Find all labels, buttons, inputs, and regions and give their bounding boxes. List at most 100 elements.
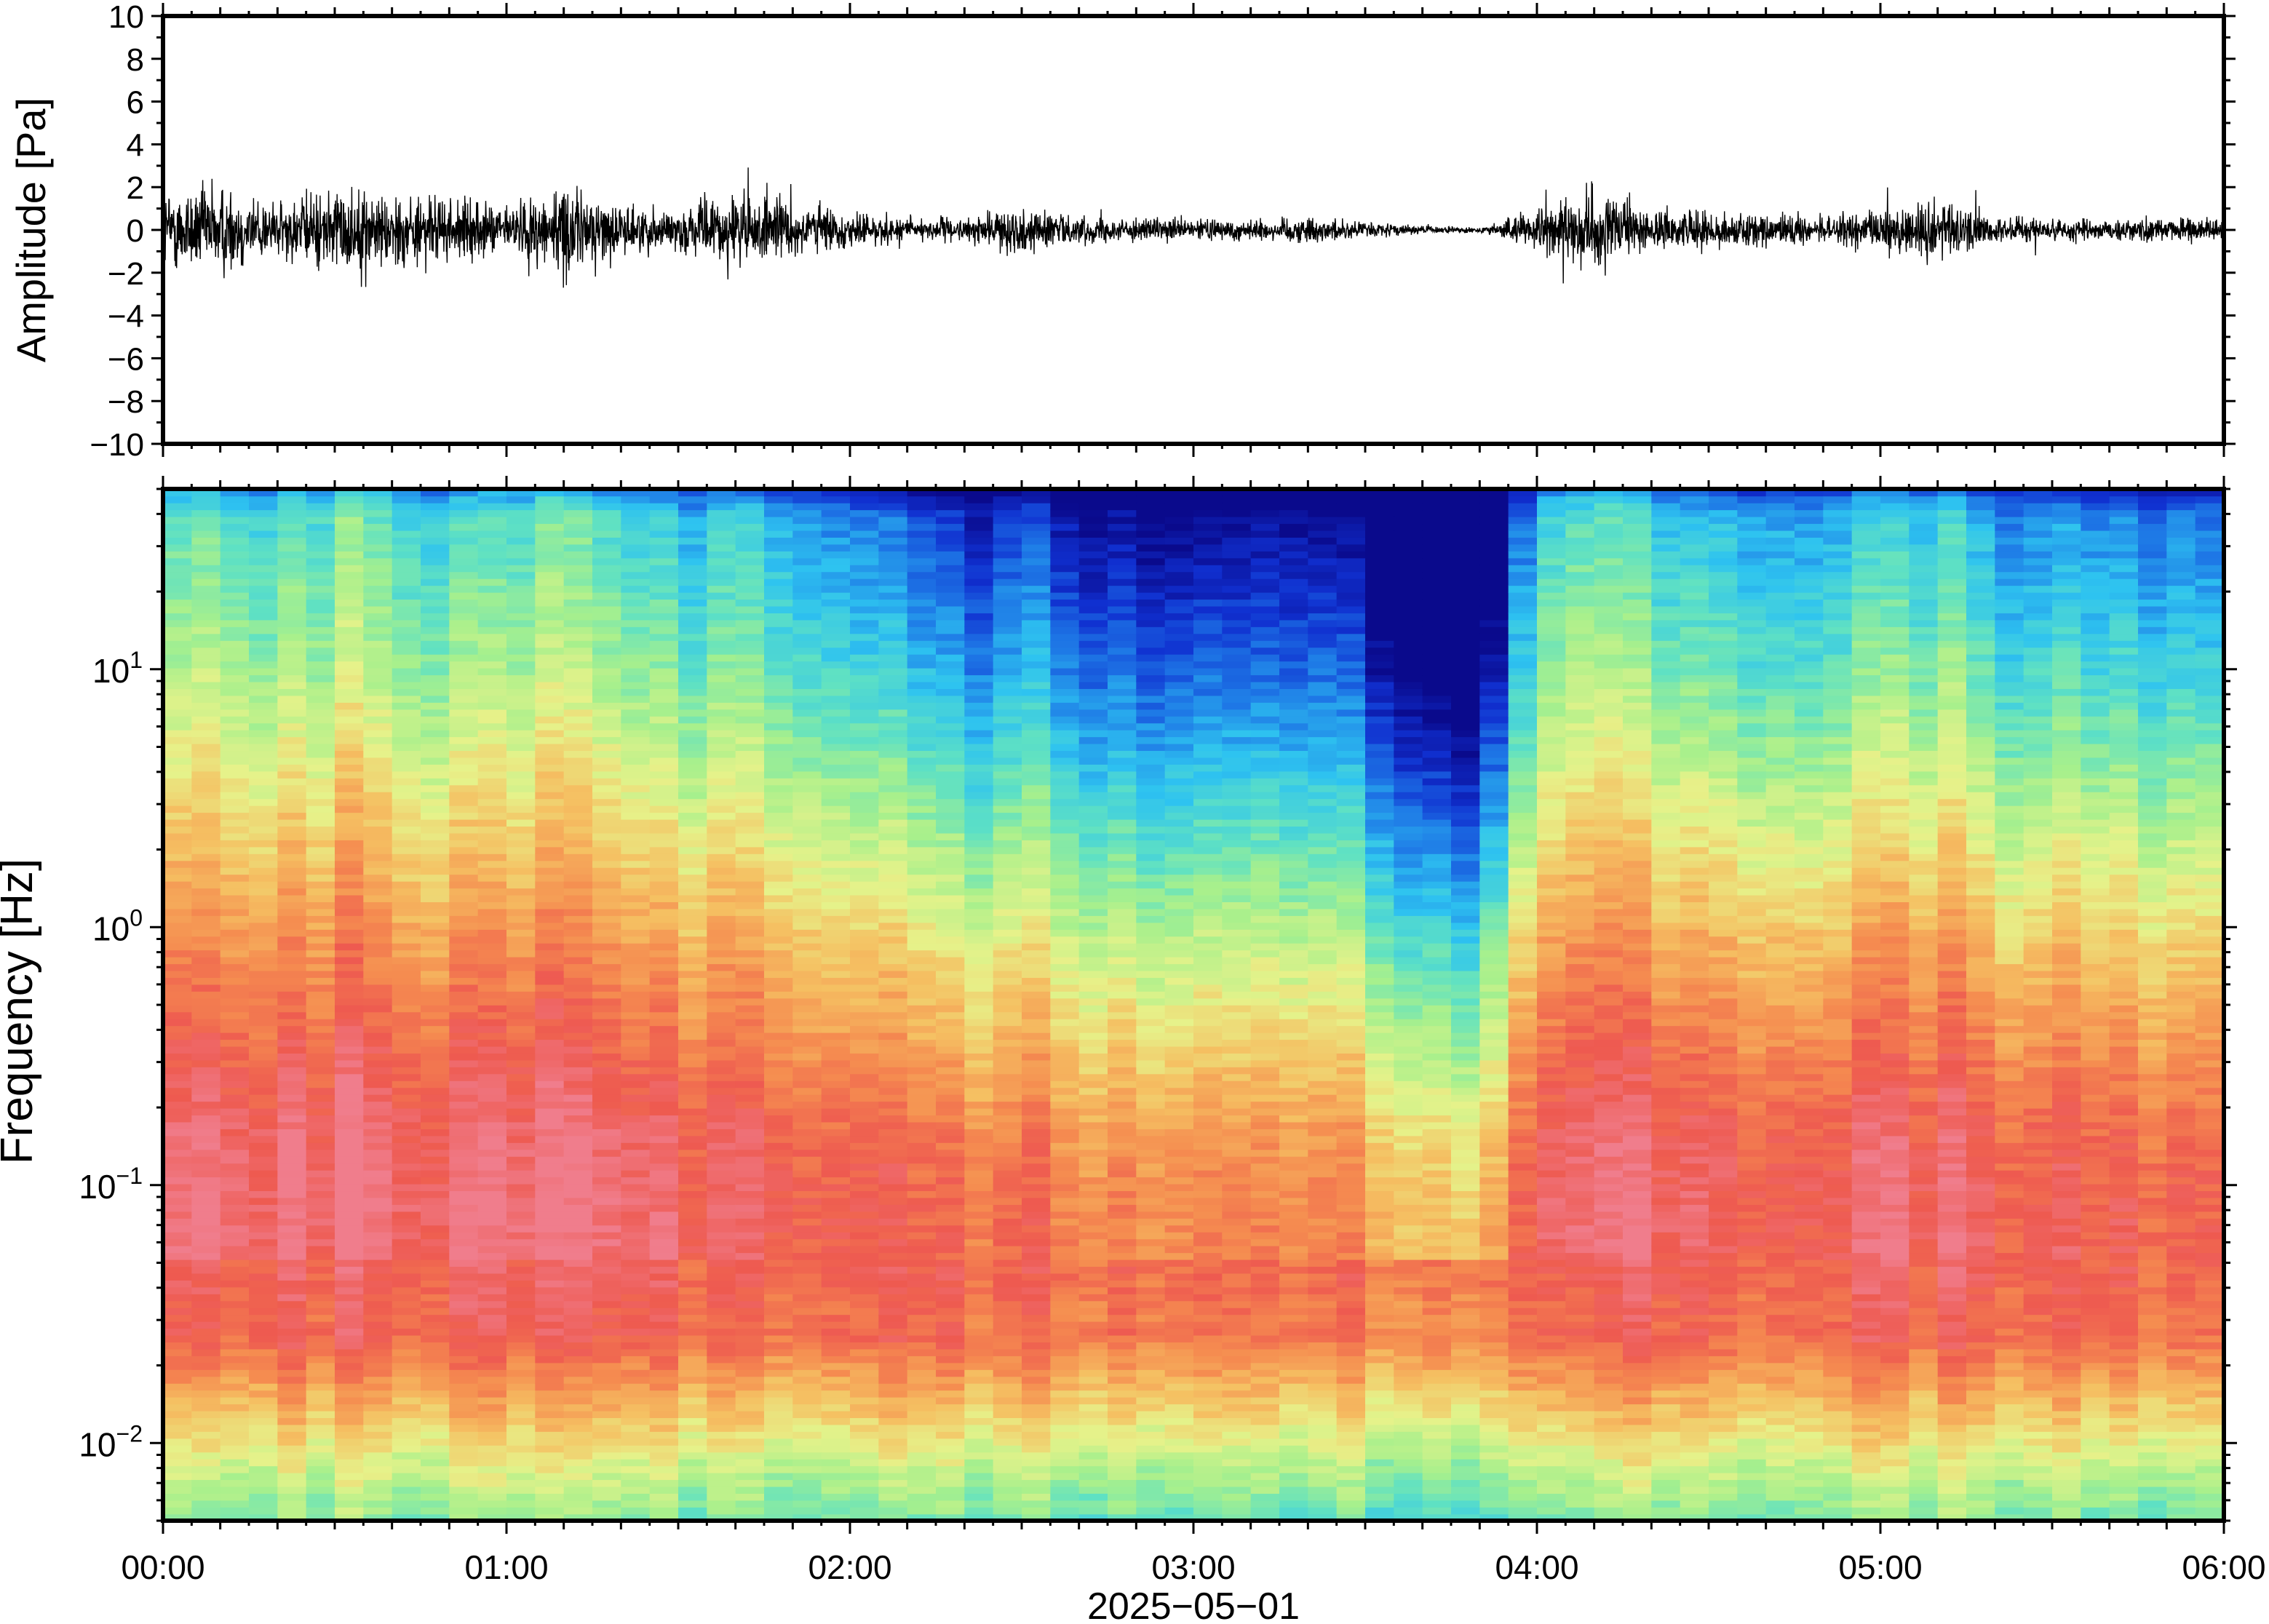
spectrogram-cell xyxy=(964,1129,994,1137)
spectrogram-cell xyxy=(421,1067,450,1075)
spectrogram-cell xyxy=(220,1348,250,1356)
spectrogram-cell xyxy=(277,1046,307,1054)
spectrogram-cell xyxy=(707,1472,736,1481)
spectrogram-cell xyxy=(392,564,421,573)
spectrogram-cell xyxy=(707,1183,736,1192)
spectrogram-cell xyxy=(277,729,307,738)
spectrogram-cell xyxy=(220,667,250,676)
spectrogram-cell xyxy=(964,840,994,848)
spectrogram-cell xyxy=(163,1053,193,1061)
spectrogram-cell xyxy=(477,1183,507,1192)
spectrogram-cell xyxy=(506,1135,536,1143)
spectrogram-cell xyxy=(449,661,479,669)
spectrogram-cell xyxy=(363,1445,393,1453)
spectrogram-cell xyxy=(850,1053,880,1061)
spectrogram-cell xyxy=(191,715,221,724)
spectrogram-cell xyxy=(993,771,1022,779)
spectrogram-cell xyxy=(621,922,651,930)
spectrogram-cell xyxy=(277,1073,307,1081)
spectrogram-cell xyxy=(707,1486,736,1494)
spectrogram-cell xyxy=(850,757,880,765)
spectrogram-cell xyxy=(249,1218,279,1226)
spectrogram-cell xyxy=(563,950,593,958)
spectrogram-cell xyxy=(850,1142,880,1150)
spectrogram-cell xyxy=(191,626,221,634)
spectrogram-cell xyxy=(163,702,193,710)
spectrogram-cell xyxy=(477,1067,507,1075)
spectrogram-cell xyxy=(678,1005,708,1013)
spectrogram-cell xyxy=(449,950,479,958)
spectrogram-cell xyxy=(506,991,536,999)
spectrogram-cell xyxy=(277,832,307,840)
spectrogram-cell xyxy=(449,1135,479,1143)
spectrogram-cell xyxy=(850,1404,880,1412)
spectrogram-cell xyxy=(535,819,565,827)
spectrogram-cell xyxy=(621,537,651,545)
spectrogram-cell xyxy=(678,1067,708,1075)
spectrogram-cell xyxy=(277,1369,307,1377)
spectrogram-cell xyxy=(535,1424,565,1432)
spectrogram-cell xyxy=(907,530,937,538)
spectrogram-cell xyxy=(363,1177,393,1185)
spectrogram-cell xyxy=(277,640,307,648)
spectrogram-cell xyxy=(421,544,450,552)
spectrogram-cell xyxy=(277,1410,307,1418)
spectrogram-cell xyxy=(850,585,880,593)
spectrogram-cell xyxy=(363,1169,393,1178)
spectrogram-cell xyxy=(163,1431,193,1439)
spectrogram-cell xyxy=(592,1266,622,1274)
spectrogram-cell xyxy=(936,1183,966,1192)
spectrogram-cell xyxy=(477,908,507,916)
spectrogram-cell xyxy=(792,1129,822,1137)
spectrogram-cell xyxy=(735,929,765,937)
spectrogram-cell xyxy=(363,1142,393,1150)
spectrogram-cell xyxy=(850,991,880,999)
spectrogram-cell xyxy=(792,557,822,565)
spectrogram-cell xyxy=(621,1087,651,1095)
spectrogram-cell xyxy=(277,544,307,552)
spectrogram-cell xyxy=(764,1356,794,1364)
spectrogram-cell xyxy=(964,605,994,613)
spectrogram-cell xyxy=(964,1218,994,1226)
spectrogram-cell xyxy=(993,970,1022,978)
spectrogram-cell xyxy=(306,1094,335,1102)
spectrogram-cell xyxy=(277,1376,307,1384)
spectrogram-cell xyxy=(621,1286,651,1294)
spectrogram-cell xyxy=(220,1190,250,1198)
spectrogram-cell xyxy=(592,640,622,648)
spectrogram-cell xyxy=(421,805,450,813)
spectrogram-cell xyxy=(306,1390,335,1398)
spectrogram-cell xyxy=(792,1438,822,1446)
spectrogram-cell xyxy=(363,1342,393,1350)
spectrogram-cell xyxy=(306,661,335,669)
spectrogram-cell xyxy=(621,1211,651,1219)
spectrogram-cell xyxy=(707,1410,736,1418)
spectrogram-cell xyxy=(678,915,708,923)
spectrogram-cell xyxy=(449,840,479,848)
spectrogram-cell xyxy=(936,557,966,565)
spectrogram-cell xyxy=(249,1431,279,1439)
spectrogram-cell xyxy=(792,956,822,965)
spectrogram-cell xyxy=(563,1328,593,1336)
spectrogram-cell xyxy=(850,1218,880,1226)
spectrogram-cell xyxy=(249,1067,279,1075)
spectrogram-cell xyxy=(506,1225,536,1233)
spectrogram-cell xyxy=(392,888,421,896)
spectrogram-cell xyxy=(563,1231,593,1240)
spectrogram-cell xyxy=(821,1376,851,1384)
spectrogram-cell xyxy=(563,592,593,600)
spectrogram-cell xyxy=(621,977,651,985)
spectrogram-cell xyxy=(163,956,193,965)
spectrogram-cell xyxy=(764,723,794,731)
spectrogram-cell xyxy=(621,1472,651,1481)
spectrogram-cell xyxy=(850,736,880,744)
spectrogram-cell xyxy=(964,592,994,600)
spectrogram-cell xyxy=(535,626,565,634)
spectrogram-cell xyxy=(707,1245,736,1254)
spectrogram-cell xyxy=(306,1273,335,1281)
spectrogram-cell xyxy=(792,1507,822,1515)
spectrogram-cell xyxy=(1022,832,1052,840)
spectrogram-cell xyxy=(621,1101,651,1109)
spectrogram-cell xyxy=(621,1500,651,1508)
spectrogram-cell xyxy=(421,1231,450,1240)
